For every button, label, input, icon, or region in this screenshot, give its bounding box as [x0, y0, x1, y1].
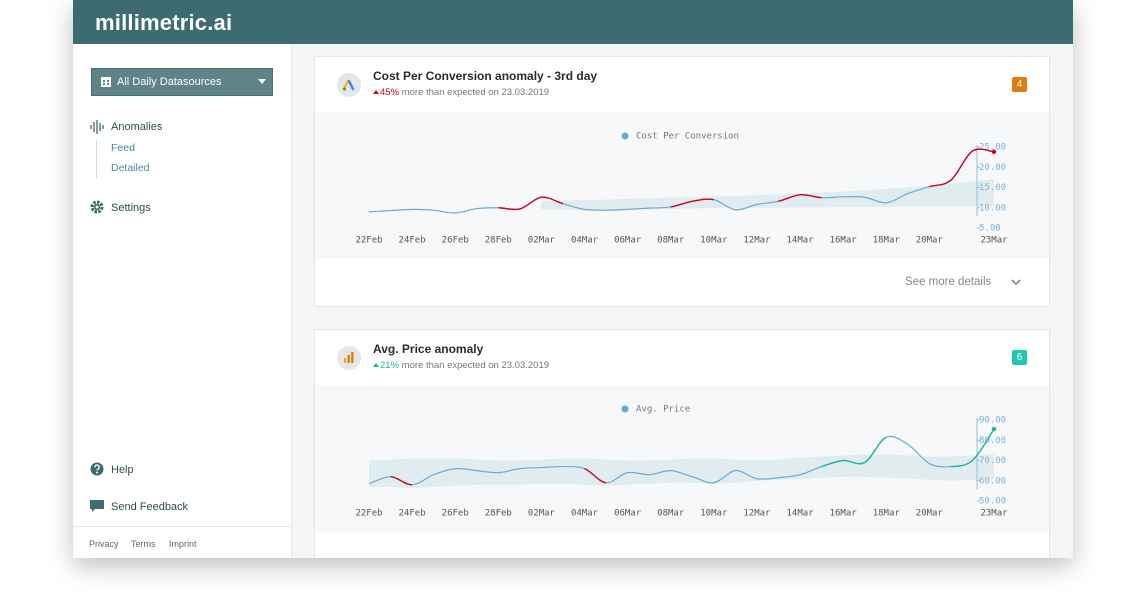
nav-settings[interactable]: Settings: [111, 202, 151, 214]
line: [368, 428, 995, 486]
anomaly-segment: [950, 428, 995, 468]
chevron: [1011, 279, 1021, 286]
y-tick-label: 50.00: [979, 497, 1006, 507]
change-text: more than expected on 23.03.2019: [401, 87, 550, 98]
y-tick-label: 25.00: [979, 143, 1006, 153]
anomaly-segment: [584, 467, 607, 484]
y-tick-label: 15.00: [979, 183, 1006, 193]
y-tick-label: 20.00: [979, 163, 1006, 173]
nav-feed[interactable]: Feed: [111, 142, 135, 154]
legend-label: Cost Per Conversion: [636, 132, 739, 142]
x-tick-label: 08Mar: [657, 236, 685, 246]
x-tick-label: 08Mar: [657, 509, 685, 519]
x-tick-label: 18Mar: [873, 509, 901, 519]
datasource-label: All Daily Datasources: [117, 76, 222, 88]
x-tick-label: 12Mar: [743, 509, 771, 519]
footer-terms[interactable]: Terms: [131, 539, 156, 549]
y-tick-label: 5.00: [979, 224, 1001, 234]
x-tick-label: 23Mar: [980, 236, 1008, 246]
x-tick-label: 26Feb: [442, 236, 469, 246]
sidebar: All Daily Datasources Anomalies Feed Det…: [73, 44, 292, 558]
x-tick-label: 16Mar: [830, 236, 858, 246]
x-tick-label: 10Mar: [700, 509, 728, 519]
x-tick-label: 23Mar: [980, 509, 1008, 519]
change: 45%: [380, 87, 400, 98]
see-more[interactable]: See more details: [905, 276, 992, 288]
y-tick-label: 10.00: [979, 203, 1006, 213]
nav-feedback[interactable]: Send Feedback: [111, 501, 189, 513]
header: millimetric.ai: [73, 0, 1073, 44]
x-tick-label: 04Mar: [571, 236, 599, 246]
legend-label: Avg. Price: [636, 405, 690, 415]
x-tick-label: 26Feb: [442, 509, 469, 519]
plot-area: [315, 112, 1049, 259]
last-point: [991, 426, 997, 432]
y-tick-label: 80.00: [979, 436, 1006, 446]
anomaly-segment: [670, 198, 714, 208]
y-tick-label: 60.00: [979, 476, 1006, 486]
anomalies-icon: [90, 120, 104, 134]
charts: 5.00 10.00 15.00 20.00 25.00 22Feb 24Feb 26Feb 2…: [355, 132, 1008, 519]
source-icon: [337, 73, 361, 97]
x-tick-label: 22Feb: [355, 509, 382, 519]
x-tick-label: 12Mar: [743, 236, 771, 246]
footer-rule: [73, 526, 291, 527]
anomaly-segment: [929, 148, 995, 188]
card-title: Avg. Price anomaly: [373, 342, 484, 356]
anomaly-segment: [778, 194, 822, 202]
nav-detailed[interactable]: Detailed: [111, 162, 150, 174]
card-subtitle: 21% more than expected on 23.03.2019: [373, 360, 549, 371]
last-point: [991, 149, 997, 155]
x-tick-label: 04Mar: [571, 509, 599, 519]
expected-band: [369, 454, 994, 488]
badge: 4: [1012, 77, 1027, 92]
footer-imprint[interactable]: Imprint: [169, 539, 197, 549]
x-tick-label: 16Mar: [830, 509, 858, 519]
anomaly-segment: [498, 196, 564, 211]
footer-privacy[interactable]: Privacy: [89, 539, 119, 549]
nav-help[interactable]: Help: [111, 464, 134, 476]
x-tick-label: 10Mar: [700, 236, 728, 246]
datasource-icon: [101, 77, 111, 87]
x-tick-label: 20Mar: [916, 509, 944, 519]
logo[interactable]: millimetric.ai: [95, 10, 233, 35]
badge: 6: [1012, 350, 1027, 365]
anomaly-segment: [821, 436, 887, 468]
x-tick-label: 24Feb: [399, 236, 426, 246]
change-text: more than expected on 23.03.2019: [401, 360, 550, 371]
expected-band: [541, 179, 994, 211]
feedback-icon: [90, 500, 104, 512]
x-tick-label: 02Mar: [528, 236, 556, 246]
x-tick-label: 24Feb: [399, 509, 426, 519]
anomaly-segment: [390, 476, 413, 486]
dropdown-caret: [258, 79, 266, 84]
y-tick-label: 90.00: [979, 416, 1006, 426]
card-subtitle: 45% more than expected on 23.03.2019: [373, 87, 549, 98]
x-tick-label: 18Mar: [873, 236, 901, 246]
x-tick-label: 14Mar: [786, 509, 814, 519]
nav-anomalies[interactable]: Anomalies: [111, 121, 163, 133]
app: millimetric.ai All Daily Datasources Ano…: [73, 0, 1073, 558]
y-tick-label: 70.00: [979, 456, 1006, 466]
legend-marker: [621, 132, 629, 140]
x-tick-label: 28Feb: [485, 236, 512, 246]
x-tick-label: 28Feb: [485, 509, 512, 519]
nav-rail: [96, 140, 97, 178]
help-icon: [90, 462, 104, 476]
anomaly-card: Cost Per Conversion anomaly - 3rd day 45…: [314, 56, 1050, 307]
x-tick-label: 06Mar: [614, 509, 642, 519]
x-tick-label: 06Mar: [614, 236, 642, 246]
x-tick-label: 14Mar: [786, 236, 814, 246]
legend-marker: [621, 405, 629, 413]
x-tick-label: 02Mar: [528, 509, 556, 519]
settings-icon: [90, 200, 104, 214]
card-title: Cost Per Conversion anomaly - 3rd day: [373, 69, 598, 83]
source-icon: [337, 346, 361, 370]
datasource-dropdown[interactable]: All Daily Datasources: [91, 68, 273, 96]
change: 21%: [380, 360, 400, 371]
x-tick-label: 22Feb: [355, 236, 382, 246]
x-tick-label: 20Mar: [916, 236, 944, 246]
